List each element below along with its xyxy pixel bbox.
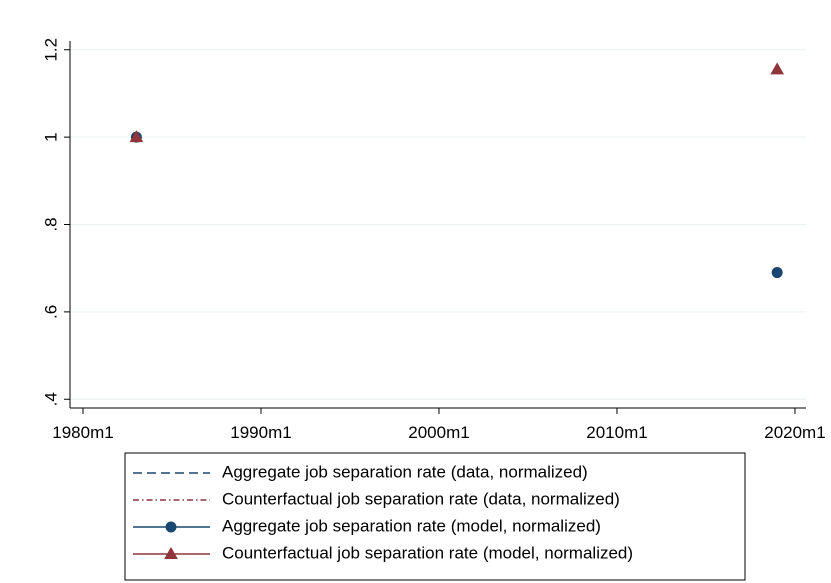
- legend-label: Counterfactual job separation rate (data…: [222, 489, 620, 508]
- legend-label: Aggregate job separation rate (data, nor…: [222, 462, 588, 481]
- marker: [771, 267, 783, 279]
- marker: [164, 546, 178, 559]
- marker: [165, 521, 177, 533]
- marker: [129, 130, 144, 143]
- y-tick-label: .4: [41, 392, 60, 406]
- x-tick-label: 2000m1: [408, 423, 469, 442]
- legend-box: [124, 452, 746, 581]
- x-tick-label: 1990m1: [230, 423, 291, 442]
- marker: [770, 62, 785, 75]
- y-tick-label: 1.2: [41, 38, 60, 62]
- x-tick-label: 2020m1: [764, 423, 825, 442]
- legend-label: Aggregate job separation rate (model, no…: [222, 516, 601, 535]
- x-tick-label: 2010m1: [586, 423, 647, 442]
- x-tick-label: 1980m1: [52, 423, 113, 442]
- y-tick-label: .6: [41, 305, 60, 319]
- legend-label: Counterfactual job separation rate (mode…: [222, 543, 633, 562]
- y-tick-label: 1: [41, 132, 60, 141]
- y-tick-label: .8: [41, 217, 60, 231]
